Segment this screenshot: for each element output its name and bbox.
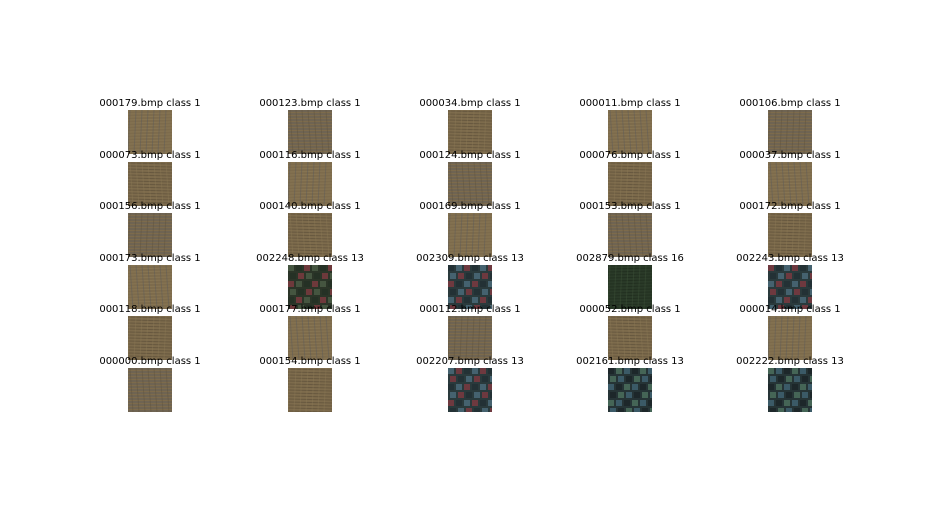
texture-thumbnail — [448, 213, 492, 257]
texture-thumbnail — [448, 368, 492, 412]
image-caption: 000179.bmp class 1 — [70, 98, 230, 110]
texture-thumbnail — [448, 265, 492, 309]
texture-thumbnail — [288, 213, 332, 257]
texture-swatch — [448, 265, 492, 309]
texture-swatch — [288, 213, 332, 257]
image-caption: 002207.bmp class 13 — [390, 356, 550, 368]
image-caption: 000034.bmp class 1 — [390, 98, 550, 110]
image-caption: 000052.bmp class 1 — [550, 304, 710, 316]
image-tile: 000000.bmp class 1 — [70, 356, 230, 426]
texture-swatch — [768, 265, 812, 309]
image-caption: 000014.bmp class 1 — [710, 304, 870, 316]
texture-thumbnail — [768, 265, 812, 309]
texture-swatch — [288, 162, 332, 206]
texture-swatch — [448, 213, 492, 257]
texture-swatch — [608, 162, 652, 206]
texture-thumbnail — [448, 316, 492, 360]
texture-thumbnail — [608, 265, 652, 309]
texture-swatch — [448, 162, 492, 206]
image-caption: 002161.bmp class 13 — [550, 356, 710, 368]
image-caption: 000112.bmp class 1 — [390, 304, 550, 316]
texture-thumbnail — [128, 265, 172, 309]
texture-swatch — [288, 110, 332, 154]
image-caption: 000172.bmp class 1 — [710, 201, 870, 213]
texture-swatch — [128, 265, 172, 309]
texture-thumbnail — [128, 368, 172, 412]
texture-thumbnail — [448, 162, 492, 206]
image-caption: 002879.bmp class 16 — [550, 253, 710, 265]
texture-swatch — [128, 162, 172, 206]
image-caption: 002243.bmp class 13 — [710, 253, 870, 265]
texture-swatch — [448, 368, 492, 412]
texture-swatch — [448, 110, 492, 154]
texture-thumbnail — [768, 110, 812, 154]
image-caption: 000116.bmp class 1 — [230, 150, 390, 162]
texture-swatch — [608, 213, 652, 257]
texture-thumbnail — [608, 368, 652, 412]
image-caption: 000124.bmp class 1 — [390, 150, 550, 162]
texture-thumbnail — [128, 316, 172, 360]
image-caption: 002248.bmp class 13 — [230, 253, 390, 265]
image-caption: 000173.bmp class 1 — [70, 253, 230, 265]
texture-swatch — [768, 110, 812, 154]
texture-thumbnail — [768, 316, 812, 360]
image-caption: 000140.bmp class 1 — [230, 201, 390, 213]
texture-swatch — [128, 110, 172, 154]
image-caption: 000037.bmp class 1 — [710, 150, 870, 162]
texture-thumbnail — [608, 213, 652, 257]
image-caption: 000177.bmp class 1 — [230, 304, 390, 316]
texture-swatch — [608, 368, 652, 412]
texture-swatch — [768, 213, 812, 257]
texture-thumbnail — [768, 162, 812, 206]
texture-thumbnail — [768, 213, 812, 257]
texture-swatch — [608, 110, 652, 154]
texture-swatch — [448, 316, 492, 360]
image-caption: 000011.bmp class 1 — [550, 98, 710, 110]
image-caption: 000000.bmp class 1 — [70, 356, 230, 368]
texture-thumbnail — [768, 368, 812, 412]
texture-thumbnail — [128, 213, 172, 257]
texture-thumbnail — [608, 162, 652, 206]
texture-thumbnail — [128, 110, 172, 154]
texture-thumbnail — [608, 316, 652, 360]
texture-swatch — [288, 368, 332, 412]
texture-swatch — [128, 316, 172, 360]
texture-thumbnail — [448, 110, 492, 154]
texture-swatch — [288, 265, 332, 309]
texture-thumbnail — [608, 110, 652, 154]
image-caption: 002222.bmp class 13 — [710, 356, 870, 368]
image-tile: 002161.bmp class 13 — [550, 356, 710, 426]
texture-thumbnail — [288, 110, 332, 154]
image-caption: 000073.bmp class 1 — [70, 150, 230, 162]
image-caption: 000076.bmp class 1 — [550, 150, 710, 162]
image-caption: 000169.bmp class 1 — [390, 201, 550, 213]
texture-swatch — [128, 368, 172, 412]
image-tile: 002222.bmp class 13 — [710, 356, 870, 426]
texture-thumbnail — [128, 162, 172, 206]
image-caption: 000106.bmp class 1 — [710, 98, 870, 110]
image-caption: 000156.bmp class 1 — [70, 201, 230, 213]
image-caption: 002309.bmp class 13 — [390, 253, 550, 265]
image-tile: 000154.bmp class 1 — [230, 356, 390, 426]
texture-swatch — [768, 316, 812, 360]
texture-thumbnail — [288, 368, 332, 412]
texture-thumbnail — [288, 265, 332, 309]
texture-swatch — [768, 162, 812, 206]
texture-swatch — [608, 265, 652, 309]
texture-swatch — [608, 316, 652, 360]
image-caption: 000153.bmp class 1 — [550, 201, 710, 213]
image-caption: 000118.bmp class 1 — [70, 304, 230, 316]
image-caption: 000123.bmp class 1 — [230, 98, 390, 110]
texture-swatch — [128, 213, 172, 257]
texture-swatch — [288, 316, 332, 360]
image-tile: 002207.bmp class 13 — [390, 356, 550, 426]
texture-thumbnail — [288, 316, 332, 360]
image-caption: 000154.bmp class 1 — [230, 356, 390, 368]
texture-thumbnail — [288, 162, 332, 206]
texture-swatch — [768, 368, 812, 412]
